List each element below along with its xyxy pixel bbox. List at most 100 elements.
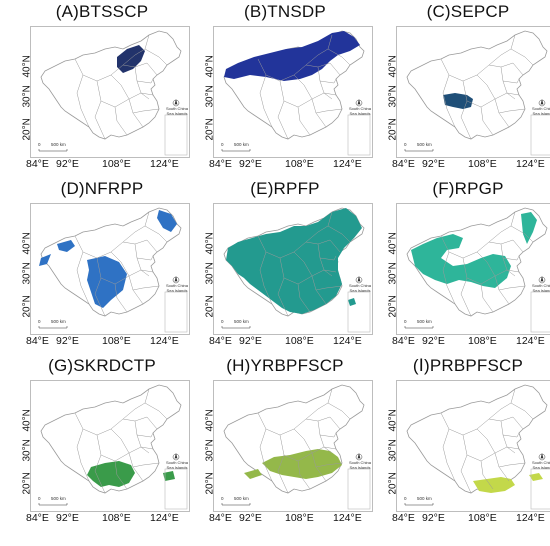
china-map — [221, 207, 371, 333]
province-boundary — [460, 100, 472, 140]
scale-distance-label: 500 km — [51, 496, 66, 501]
inset-label-line1: South China — [165, 460, 188, 465]
scale-distance-label: 500 km — [234, 142, 249, 147]
inset-label-line1: South China — [531, 283, 550, 288]
latitude-tick-label: 30°N — [204, 262, 216, 285]
province-boundary — [510, 402, 534, 420]
province-boundary — [476, 251, 496, 277]
latitude-tick: 20°N — [12, 295, 33, 317]
latitude-tick: 20°N — [378, 295, 399, 317]
north-arrow-pointer — [540, 99, 544, 105]
province-boundary — [305, 211, 333, 243]
latitude-tick: 30°N — [378, 85, 399, 107]
province-boundary — [498, 285, 526, 291]
latitude-tick: 40°N — [195, 55, 216, 77]
south-china-sea-inset — [164, 291, 188, 333]
longitude-tick-label: 124°E — [333, 512, 362, 524]
province-boundary — [460, 277, 472, 317]
latitude-tick-label: 20°N — [387, 295, 399, 318]
province-boundary — [442, 251, 456, 305]
longitude-tick-label: 92°E — [422, 512, 445, 524]
province-boundary — [122, 62, 158, 76]
north-arrow-pointer — [174, 276, 178, 282]
scale-zero-label: 0 — [221, 142, 224, 147]
longitude-tick-label: 84°E — [209, 335, 232, 347]
longitude-tick-label: 108°E — [468, 512, 497, 524]
longitude-tick-label: 124°E — [516, 335, 545, 347]
latitude-tick-label: 20°N — [21, 472, 33, 495]
province-boundary — [315, 285, 343, 291]
protection-zone — [244, 469, 262, 479]
inset-label-line1: South China — [165, 283, 188, 288]
province-boundary — [122, 239, 158, 253]
scale-zero-label: 0 — [38, 496, 41, 501]
longitude-tick-label: 92°E — [239, 512, 262, 524]
country-outline — [406, 30, 548, 140]
protection-zone — [529, 473, 543, 481]
protection-zone — [163, 471, 175, 481]
province-boundary — [122, 416, 158, 430]
scale-zero-label: 0 — [404, 319, 407, 324]
province-boundary — [506, 446, 520, 450]
province-boundary — [134, 243, 150, 277]
latitude-tick: 40°N — [195, 409, 216, 431]
latitude-tick-label: 20°N — [387, 472, 399, 495]
longitude-tick-label: 124°E — [150, 335, 179, 347]
scale-zero-label: 0 — [404, 142, 407, 147]
province-boundary — [293, 428, 313, 454]
latitude-tick: 20°N — [195, 118, 216, 140]
latitude-tick: 20°N — [12, 118, 33, 140]
province-boundary — [110, 74, 130, 100]
scale-zero-label: 0 — [38, 142, 41, 147]
map-panel: (D)NFRPP 0 500 km South China Sea Islands 40°… — [12, 179, 192, 351]
map-panel: (G)SKRDCTP 0 500 km South China Sea Islands 4… — [12, 356, 192, 528]
province-boundary — [317, 420, 333, 454]
latitude-tick-label: 30°N — [204, 85, 216, 108]
province-boundary — [122, 388, 150, 420]
north-arrow-pointer — [174, 99, 178, 105]
latitude-tick-label: 40°N — [204, 232, 216, 255]
province-boundary — [297, 106, 311, 136]
province-boundary — [317, 243, 333, 277]
province-boundary — [297, 460, 311, 490]
latitude-tick: 30°N — [378, 262, 399, 284]
longitude-tick-label: 92°E — [56, 512, 79, 524]
latitude-tick: 30°N — [195, 85, 216, 107]
province-boundary — [293, 251, 313, 277]
longitude-tick-label: 108°E — [285, 512, 314, 524]
scale-bar — [404, 149, 434, 152]
province-boundary — [140, 446, 154, 450]
province-boundary — [323, 92, 337, 96]
province-boundary — [319, 255, 337, 261]
latitude-tick-label: 30°N — [387, 439, 399, 462]
inset-label-line2: Sea Islands — [166, 464, 188, 470]
province-boundary — [132, 108, 160, 114]
province-boundary — [480, 460, 494, 490]
longitude-tick-label: 124°E — [516, 158, 545, 170]
province-boundary — [480, 283, 494, 313]
panel-title: (F)RPGP — [432, 179, 504, 198]
latitude-tick-label: 20°N — [21, 295, 33, 318]
province-boundary — [94, 454, 106, 494]
panel-title: (B)TNSDP — [244, 2, 326, 21]
latitude-tick: 40°N — [378, 232, 399, 254]
north-arrow-pointer — [174, 453, 178, 459]
province-boundary — [305, 34, 333, 66]
latitude-tick-label: 30°N — [21, 85, 33, 108]
inset-label-line2: Sea Islands — [532, 287, 550, 293]
province-boundary — [94, 277, 106, 317]
longitude-tick-label: 92°E — [56, 158, 79, 170]
inset-label-line1: South China — [531, 460, 550, 465]
province-boundary — [502, 78, 520, 84]
inset-label-line1: South China — [348, 283, 371, 288]
longitude-tick-label: 92°E — [422, 335, 445, 347]
